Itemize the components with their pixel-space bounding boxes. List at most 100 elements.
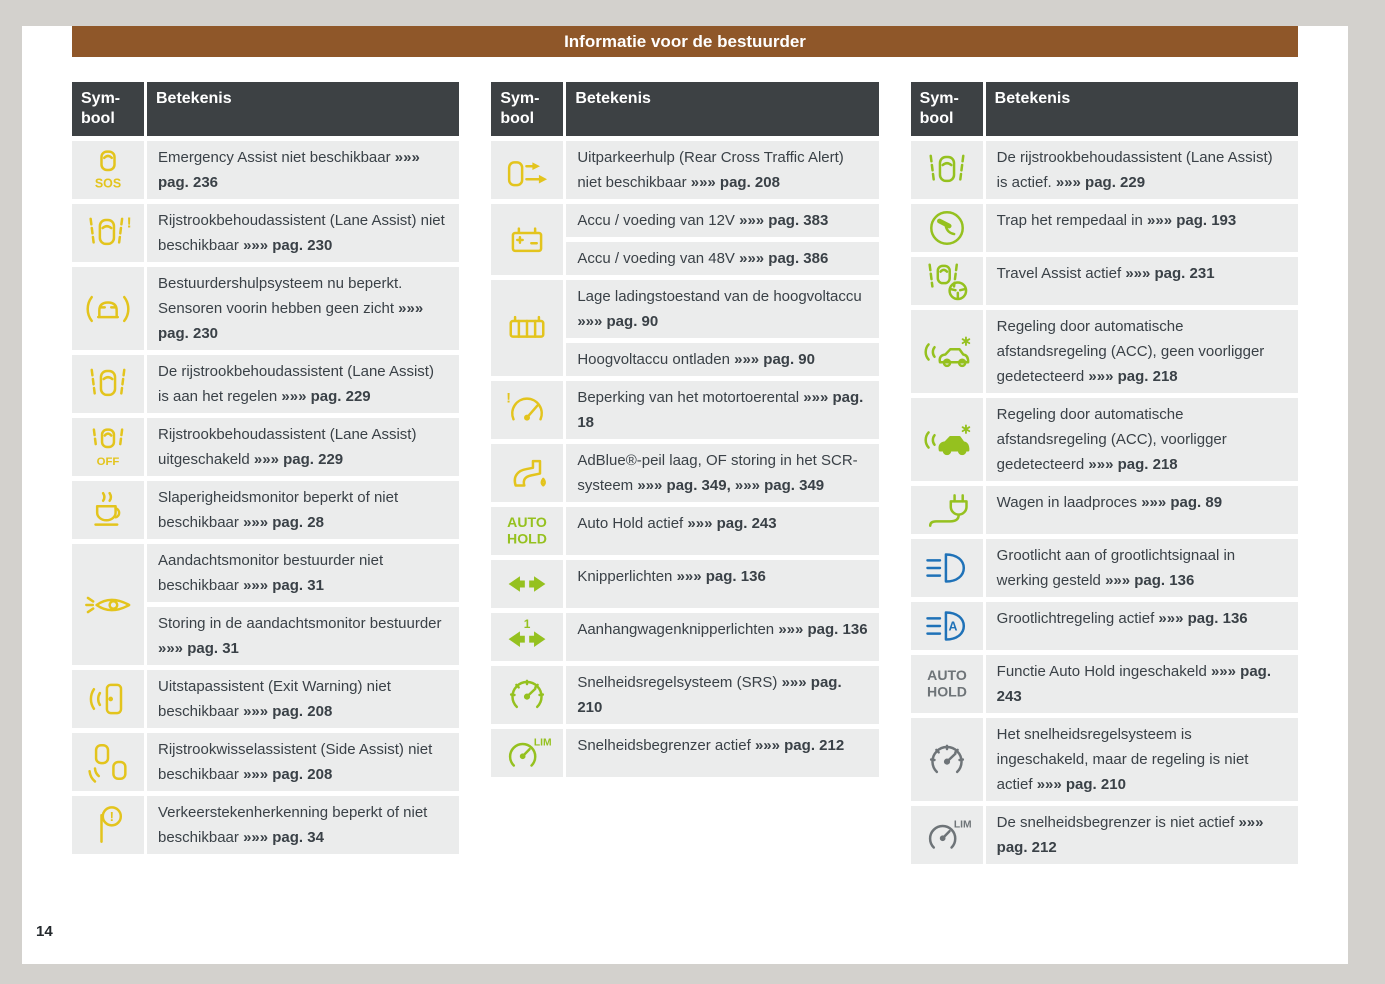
meaning-text: Rijstrookbehoudassistent (Lane Assist) u… — [158, 426, 417, 468]
meaning-text: Uitstapassistent (Exit Warning) niet bes… — [158, 678, 391, 720]
meaning-text: Trap het rempedaal in — [996, 212, 1148, 229]
page-reference: »»» pag. 208 — [690, 174, 780, 191]
symbol-column-header: Sym- bool — [72, 82, 144, 136]
meaning-text: Accu / voeding van 12V — [577, 212, 740, 229]
symbol-meaning-text: Accu / voeding van 48V »»» pag. 386 — [566, 242, 879, 275]
meaning-text: Emergency Assist niet beschikbaar — [158, 149, 395, 166]
symbol-meaning-text: Lage ladingstoestand van de hoogvoltaccu… — [566, 280, 879, 338]
meaning-text: Auto Hold actief — [577, 515, 688, 532]
lane-assist-unavailable-icon: ! — [72, 204, 144, 262]
auto-hold-icon: AUTO HOLD — [491, 507, 564, 555]
meaning-column-header: Betekenis — [985, 82, 1298, 136]
meaning-text: Rijstrookwisselassistent (Side Assist) n… — [158, 741, 433, 783]
meaning-text: AdBlue®-peil laag, OF storing in het SCR… — [577, 452, 858, 494]
symbol-meaning-text: Rijstrookwisselassistent (Side Assist) n… — [147, 733, 460, 791]
symbol-meaning-text: De rijstrookbehoudassistent (Lane Assist… — [985, 141, 1298, 199]
svg-text:AUTO: AUTO — [508, 514, 548, 530]
symbol-meaning-text: Storing in de aandachtsmonitor bestuurde… — [147, 607, 460, 665]
symbol-meaning-text: Grootlichtregeling actief »»» pag. 136 — [985, 602, 1298, 650]
drowsiness-monitor-icon — [72, 481, 144, 539]
page-title: Informatie voor de bestuurder — [564, 31, 806, 51]
symbol-table-middle: Sym- bool Betekenis Uitparkeerhulp (Rear C… — [491, 82, 879, 777]
svg-text:!: ! — [507, 389, 512, 405]
page-reference: »»» pag. 231 — [1125, 265, 1215, 282]
symbol-column-header: Sym- bool — [491, 82, 564, 136]
meaning-text: Het snelheidsregelsysteem is ingeschakel… — [996, 726, 1249, 793]
page-reference: »»» pag. 31 — [158, 640, 239, 657]
trailer-turn-signals-icon: 1 — [491, 613, 564, 661]
symbol-meaning-text: Snelheidsregelsysteem (SRS) »»» pag. 210 — [566, 666, 879, 724]
page-reference: »»» pag. 383 — [739, 212, 829, 229]
meaning-text: Wagen in laadproces — [996, 494, 1142, 511]
meaning-text: Regeling door automatische afstandsregel… — [996, 406, 1227, 473]
page-number: 14 — [36, 923, 53, 940]
svg-text:OFF: OFF — [97, 456, 120, 468]
svg-text:LIM: LIM — [534, 737, 552, 748]
page-reference: »»» pag. 136 — [1158, 610, 1248, 627]
symbol-column-header: Sym- bool — [910, 82, 983, 136]
meaning-text: Uitparkeerhulp (Rear Cross Traffic Alert… — [577, 149, 844, 191]
battery-12v-icon — [491, 204, 564, 275]
page-reference: »»» pag. 31 — [243, 577, 324, 594]
page-reference: »»» pag. 212 — [996, 814, 1264, 856]
page-reference: »»» pag. 90 — [734, 351, 815, 368]
svg-text:A: A — [948, 620, 957, 634]
symbol-meaning-text: Knipperlichten »»» pag. 136 — [566, 560, 879, 608]
auto-hold-icon: AUTO HOLD — [910, 655, 983, 713]
meaning-column-header: Betekenis — [147, 82, 460, 136]
symbol-tables: Sym- bool Betekenis SOS Emergency Assist ni… — [72, 82, 1298, 864]
page-reference: »»» pag. 28 — [243, 514, 324, 531]
meaning-text: Aanhangwagenknipperlichten — [577, 621, 779, 638]
meaning-column-header: Betekenis — [566, 82, 879, 136]
page-header: Informatie voor de bestuurder — [72, 26, 1298, 57]
meaning-text: Travel Assist actief — [996, 265, 1126, 282]
acc-no-vehicle-icon — [910, 310, 983, 393]
page-reference: »»» pag. 230 — [158, 300, 424, 342]
page-reference: »»» pag. 349 — [734, 477, 825, 494]
svg-text:HOLD: HOLD — [507, 530, 547, 546]
lane-assist-off-icon: OFF — [72, 418, 144, 476]
page-reference: »»» pag. 210 — [1036, 776, 1126, 793]
symbol-meaning-text: Rijstrookbehoudassistent (Lane Assist) n… — [147, 204, 460, 262]
symbol-meaning-text: Functie Auto Hold ingeschakeld »»» pag. … — [985, 655, 1298, 713]
page-reference: »»» pag. 230 — [243, 237, 333, 254]
symbol-meaning-text: Wagen in laadproces »»» pag. 89 — [985, 486, 1298, 534]
traffic-sign-recognition-icon: ! — [72, 796, 144, 854]
symbol-meaning-text: Accu / voeding van 12V »»» pag. 383 — [566, 204, 879, 237]
turn-signals-icon — [491, 560, 564, 608]
svg-text:HOLD: HOLD — [927, 683, 967, 699]
meaning-text: Grootlicht aan of grootlichtsignaal in w… — [996, 547, 1236, 589]
svg-text:!: ! — [110, 809, 114, 824]
meaning-text: Rijstrookbehoudassistent (Lane Assist) n… — [158, 212, 445, 254]
svg-text:AUTO: AUTO — [927, 667, 967, 683]
travel-assist-icon — [910, 257, 983, 305]
page-reference: »»» pag. 90 — [577, 313, 659, 330]
page-reference: »»» pag. 236 — [158, 149, 420, 191]
adblue-icon — [491, 444, 564, 502]
page-reference: »»» pag. 208 — [243, 766, 333, 783]
meaning-text: Knipperlichten — [577, 568, 677, 585]
symbol-meaning-text: Travel Assist actief »»» pag. 231 — [985, 257, 1298, 305]
meaning-text: Regeling door automatische afstandsregel… — [996, 318, 1265, 385]
page-reference: »»» pag. 243 — [687, 515, 777, 532]
symbol-meaning-text: Aanhangwagenknipperlichten »»» pag. 136 — [566, 613, 879, 661]
symbol-meaning-text: De snelheidsbegrenzer is niet actief »»»… — [985, 806, 1298, 864]
exit-warning-icon — [72, 670, 144, 728]
acc-vehicle-detected-icon — [910, 398, 983, 481]
charging-plug-icon — [910, 486, 983, 534]
page-reference: »»» pag. 243 — [996, 663, 1271, 705]
emergency-assist-sos-icon: SOS — [72, 141, 144, 199]
page-reference: »»» pag. 136 — [676, 568, 766, 585]
page-reference: »»» pag. 34 — [243, 829, 324, 846]
driver-assist-sensors-blocked-icon — [72, 267, 144, 350]
symbol-meaning-text: Beperking van het motortoerental »»» pag… — [566, 381, 879, 439]
meaning-text: Accu / voeding van 48V — [577, 250, 740, 267]
symbol-meaning-text: Verkeerstekenherkenning beperkt of niet … — [147, 796, 460, 854]
lane-assist-intervening-icon — [72, 355, 144, 413]
symbol-meaning-text: Regeling door automatische afstandsregel… — [985, 398, 1298, 481]
symbol-table-right: Sym- bool Betekenis De rijstrookbehoudassi… — [910, 82, 1298, 864]
page-reference: »»» pag. 349, — [637, 477, 731, 494]
svg-text:!: ! — [127, 215, 132, 232]
page-reference: »»» pag. 18 — [577, 389, 864, 431]
symbol-meaning-text: De rijstrookbehoudassistent (Lane Assist… — [147, 355, 460, 413]
